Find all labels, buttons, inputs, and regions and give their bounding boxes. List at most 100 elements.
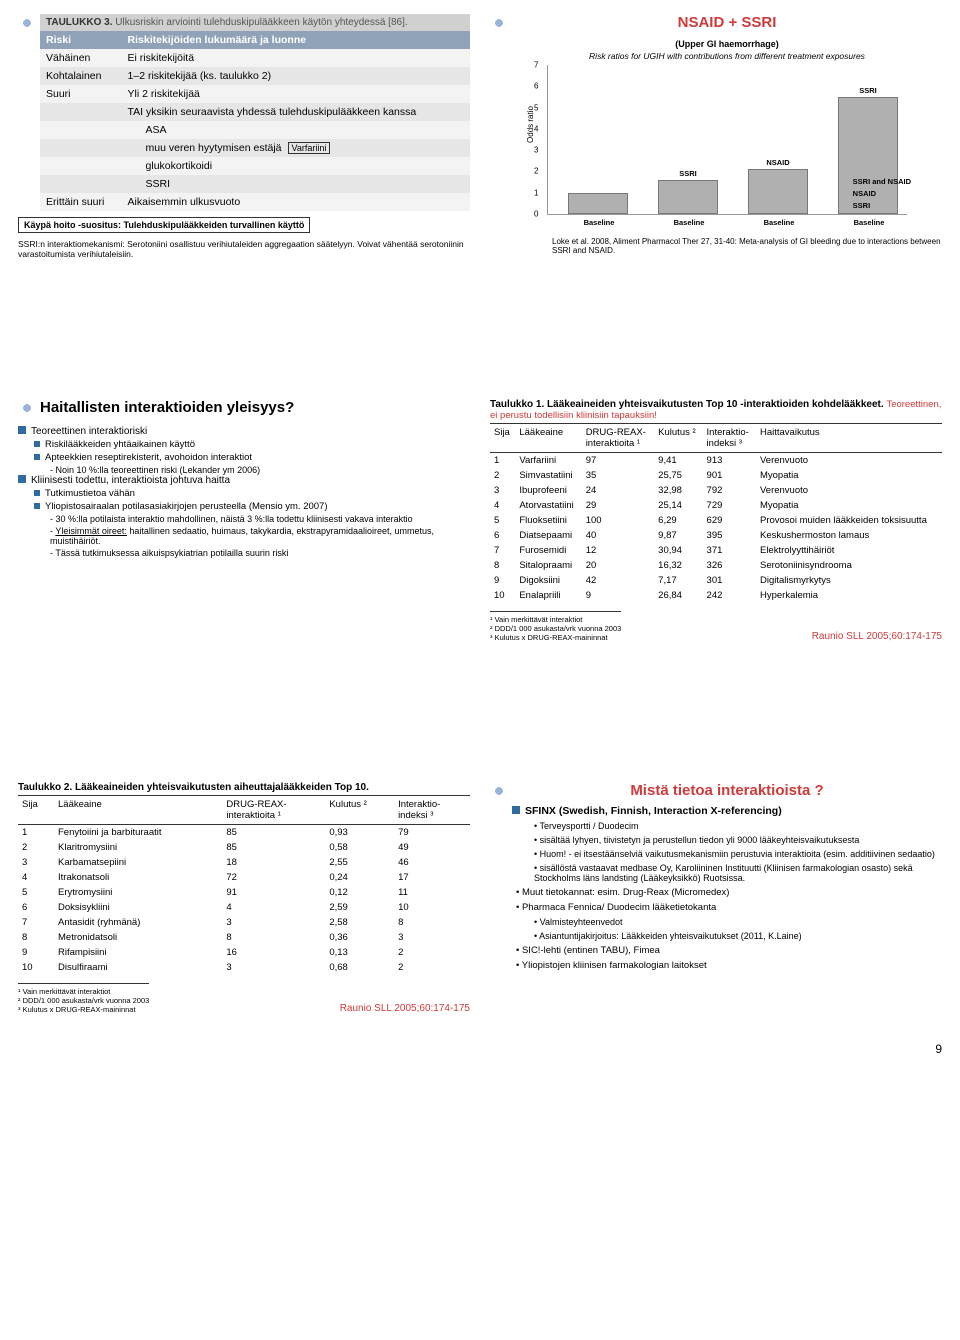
list-item: Pharmaca Fennica/ Duodecim lääketietokan…	[516, 902, 942, 913]
table-cell: 5	[490, 513, 515, 528]
table3-cell: Suuri	[40, 85, 122, 103]
table-cell: 7	[490, 543, 515, 558]
table-header: Interaktio-indeksi ³	[703, 424, 756, 453]
table-cell: 301	[703, 573, 756, 588]
list-item: Huom! - ei itsestäänselviä vaikutusmekan…	[516, 849, 942, 859]
list-item: Terveysportti / Duodecim	[516, 821, 942, 831]
panel6-lead-text: SFINX (Swedish, Finnish, Interaction X-r…	[525, 805, 782, 817]
table-cell: 2	[490, 468, 515, 483]
table-cell: 901	[703, 468, 756, 483]
table-cell: Antasidit (ryhmänä)	[54, 915, 222, 930]
table-cell: 16,32	[654, 558, 702, 573]
table-cell: 6,29	[654, 513, 702, 528]
table-header: Interaktio-indeksi ³	[394, 796, 470, 825]
spacer	[18, 299, 470, 359]
bar-chart: Odds ratio 01234567BaselineSSRIBaselineN…	[547, 65, 907, 215]
table-cell: Furosemidi	[515, 543, 581, 558]
table-cell: 629	[703, 513, 756, 528]
table-header: Kulutus ²	[325, 796, 394, 825]
table-header: DRUG-REAX-interaktioita ¹	[222, 796, 325, 825]
table-cell: 2	[394, 945, 470, 960]
table2-footnotes: ¹ Vain merkittävät interaktiot² DDD/1 00…	[18, 983, 149, 1014]
panel3-list: Teoreettinen interaktioriskiRiskilääkkei…	[18, 426, 470, 558]
table3-cell	[40, 175, 122, 193]
table-cell: Keskushermoston lamaus	[756, 528, 942, 543]
table-cell: Simvastatiini	[515, 468, 581, 483]
table-cell: Doksisykliini	[54, 900, 222, 915]
table-cell: 0,68	[325, 960, 394, 975]
panel-chart: NSAID + SSRI (Upper GI haemorrhage) Risk…	[490, 14, 942, 259]
page-number: 9	[18, 1042, 942, 1056]
panel6-lead: SFINX (Swedish, Finnish, Interaction X-r…	[512, 805, 942, 817]
decor-icon	[18, 14, 40, 32]
table-cell: 12	[582, 543, 654, 558]
chart-bar: SSRIBaseline	[658, 180, 718, 214]
table-cell: 10	[490, 588, 515, 603]
spacer	[490, 682, 942, 742]
table-cell: 395	[703, 528, 756, 543]
table-cell: 9,87	[654, 528, 702, 543]
table-cell: Verenvuoto	[756, 483, 942, 498]
table-cell: Enalapriili	[515, 588, 581, 603]
decor-icon	[490, 782, 512, 800]
table1-title-text: Taulukko 1. Lääkeaineiden yhteisvaikutus…	[490, 399, 884, 410]
chart-ytick: 5	[534, 103, 538, 112]
table-cell: 371	[703, 543, 756, 558]
table-cell: Fluoksetiini	[515, 513, 581, 528]
bar-x-label: Baseline	[569, 218, 629, 227]
table-cell: 49	[394, 840, 470, 855]
table-cell: 4	[18, 870, 54, 885]
square-icon	[34, 490, 40, 496]
square-icon	[18, 475, 26, 483]
table-cell: 25,75	[654, 468, 702, 483]
table-cell: 18	[222, 855, 325, 870]
table-cell: 42	[582, 573, 654, 588]
table-cell: Erytromysiini	[54, 885, 222, 900]
table-cell: 11	[394, 885, 470, 900]
table-cell: 3	[222, 960, 325, 975]
chart-ytick: 1	[534, 188, 538, 197]
table-cell: 0,24	[325, 870, 394, 885]
table-cell: 9	[18, 945, 54, 960]
list-item: Apteekkien reseptirekisterit, avohoidon …	[18, 452, 470, 463]
table3-cell: muu veren hyytymisen estäjäVarfariini	[122, 139, 470, 157]
table-cell: 326	[703, 558, 756, 573]
bar-x-label: Baseline	[659, 218, 719, 227]
bar-x-label: Baseline	[749, 218, 809, 227]
table-cell: 3	[394, 930, 470, 945]
panel1-recommendation-box: Käypä hoito -suositus: Tulehduskipulääkk…	[18, 217, 310, 233]
list-item: Valmisteyhteenvedot	[516, 917, 942, 927]
table-cell: 35	[582, 468, 654, 483]
table-cell: 6	[18, 900, 54, 915]
table3-cell: Yli 2 riskitekijää	[122, 85, 470, 103]
table-cell: Digoksiini	[515, 573, 581, 588]
table3-cell: Erittäin suuri	[40, 193, 122, 211]
list-item: Tutkimustietoa vähän	[18, 488, 470, 499]
spacer	[490, 299, 942, 359]
chart-subtitle2: Risk ratios for UGIH with contributions …	[512, 51, 942, 61]
table-cell: 8	[222, 930, 325, 945]
table-header: Sija	[18, 796, 54, 825]
chart-citation: Loke et al. 2008, Aliment Pharmacol Ther…	[512, 237, 942, 255]
table1-reference: Raunio SLL 2005;60:174-175	[812, 631, 942, 642]
spacer	[18, 682, 470, 742]
table-cell: 8	[394, 915, 470, 930]
bar-x-label: Baseline	[839, 218, 899, 227]
table-header: Lääkeaine	[515, 424, 581, 453]
square-icon	[512, 806, 520, 814]
table-cell: 72	[222, 870, 325, 885]
table-cell: 85	[222, 840, 325, 855]
table3-cell: Kohtalainen	[40, 67, 122, 85]
table-cell: 9	[582, 588, 654, 603]
decor-icon	[490, 14, 512, 32]
table3: Riski Riskitekijöiden lukumäärä ja luonn…	[40, 31, 470, 211]
square-icon	[18, 426, 26, 434]
table-cell: 2,58	[325, 915, 394, 930]
chart-side-labels: SSRI and NSAIDNSAIDSSRI	[853, 176, 911, 212]
list-item: Teoreettinen interaktioriski	[18, 426, 470, 437]
table-cell: Ibuprofeeni	[515, 483, 581, 498]
chart-ytick: 6	[534, 82, 538, 91]
table3-cell: glukokortikoidi	[122, 157, 470, 175]
table-cell: 85	[222, 825, 325, 841]
table-cell: 46	[394, 855, 470, 870]
